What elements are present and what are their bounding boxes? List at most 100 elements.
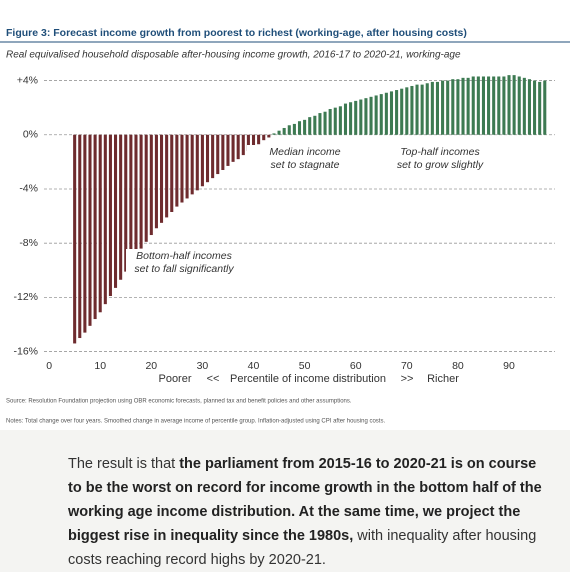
- bar: [292, 123, 296, 135]
- bar: [507, 75, 511, 135]
- bar: [328, 109, 332, 135]
- bar: [200, 134, 204, 187]
- bar: [277, 130, 281, 135]
- bar: [103, 134, 107, 305]
- bar: [425, 83, 429, 135]
- annotation: Bottom-half incomes: [136, 250, 232, 262]
- bar: [364, 98, 368, 135]
- x-tick-label: 20: [145, 360, 157, 372]
- bar: [461, 77, 465, 135]
- bar: [476, 76, 480, 135]
- y-tick-label: -12%: [13, 291, 38, 303]
- annotation-bg: [382, 145, 498, 158]
- notes: Notes: Total change over four years. Smo…: [6, 419, 385, 425]
- x-tick-label: 30: [197, 360, 209, 372]
- bar: [527, 79, 531, 135]
- annotation-bg: [382, 158, 498, 171]
- x-tick-label: 40: [248, 360, 260, 372]
- bar: [323, 111, 327, 135]
- x-axis-label: <<: [207, 373, 220, 385]
- bar: [303, 119, 307, 135]
- bar: [205, 134, 210, 183]
- bar: [466, 77, 470, 135]
- y-tick-label: -4%: [19, 183, 38, 195]
- y-tick-label: 0%: [23, 129, 38, 141]
- bar: [415, 84, 419, 135]
- bar: [395, 90, 399, 135]
- bar: [129, 134, 133, 264]
- paragraph-run: The result is that: [68, 456, 180, 472]
- bar: [139, 134, 143, 249]
- bar: [487, 76, 491, 135]
- bar: [543, 80, 547, 135]
- bar: [379, 94, 383, 135]
- bar: [251, 134, 256, 149]
- bar: [83, 134, 87, 333]
- bar: [359, 99, 363, 135]
- annotation-bg: [126, 249, 242, 262]
- y-tick-label: +4%: [17, 74, 38, 86]
- bar: [78, 134, 82, 339]
- bar: [446, 80, 450, 135]
- bar: [119, 134, 123, 280]
- bar: [369, 96, 373, 135]
- bar: [343, 103, 348, 135]
- bar: [435, 81, 440, 135]
- bar: [246, 134, 250, 152]
- annotation-bg: [126, 262, 242, 275]
- chart-title: Figure 3: Forecast income growth from po…: [6, 27, 467, 39]
- annotation: set to grow slightly: [397, 159, 484, 171]
- bar: [262, 134, 266, 141]
- bar: [313, 115, 317, 135]
- annotation-bg: [247, 145, 363, 158]
- x-axis-label: Poorer: [158, 373, 191, 385]
- annotation: Median income: [269, 146, 340, 158]
- bar: [481, 76, 485, 135]
- bar: [93, 134, 97, 320]
- bar: [517, 76, 521, 135]
- bar: [165, 134, 169, 218]
- x-axis-label: >>: [401, 373, 414, 385]
- annotation: set to stagnate: [271, 159, 340, 171]
- x-axis-label: Richer: [427, 373, 459, 385]
- bar: [124, 134, 128, 272]
- bar: [134, 134, 138, 256]
- bar: [195, 134, 199, 191]
- bar: [349, 102, 353, 135]
- chart-subtitle: Real equivalised household disposable af…: [6, 50, 461, 61]
- bar: [538, 81, 542, 135]
- bar: [389, 91, 394, 135]
- source: Source: Resolution Foundation projection…: [6, 399, 352, 405]
- bar: [410, 85, 414, 135]
- paragraph-run: the parliament from 2015-16 to 2020-21 i…: [68, 456, 542, 544]
- bar: [241, 134, 245, 156]
- bar: [374, 95, 378, 135]
- bar: [221, 134, 225, 170]
- bar: [88, 134, 92, 326]
- bar: [170, 134, 174, 212]
- bar: [267, 134, 271, 138]
- bar: [272, 133, 276, 135]
- bar: [533, 80, 537, 135]
- bar: [297, 121, 302, 135]
- x-tick-label: 10: [94, 360, 106, 372]
- bar: [149, 134, 153, 236]
- y-tick-label: -8%: [19, 237, 38, 249]
- bar: [98, 134, 102, 313]
- bar: [231, 134, 235, 162]
- x-axis-label: Percentile of income distribution: [230, 373, 386, 385]
- bar: [175, 134, 179, 207]
- bar: [318, 113, 322, 135]
- bar: [471, 76, 475, 135]
- bar: [108, 134, 112, 297]
- bar: [384, 92, 388, 135]
- bar: [502, 76, 506, 135]
- annotation: set to fall significantly: [134, 263, 234, 275]
- annotation-bg: [247, 158, 363, 171]
- bar: [497, 76, 501, 135]
- paragraph: The result is that the parliament from 2…: [68, 452, 543, 572]
- bar: [354, 100, 358, 135]
- bar: [287, 125, 291, 135]
- bar: [400, 88, 404, 135]
